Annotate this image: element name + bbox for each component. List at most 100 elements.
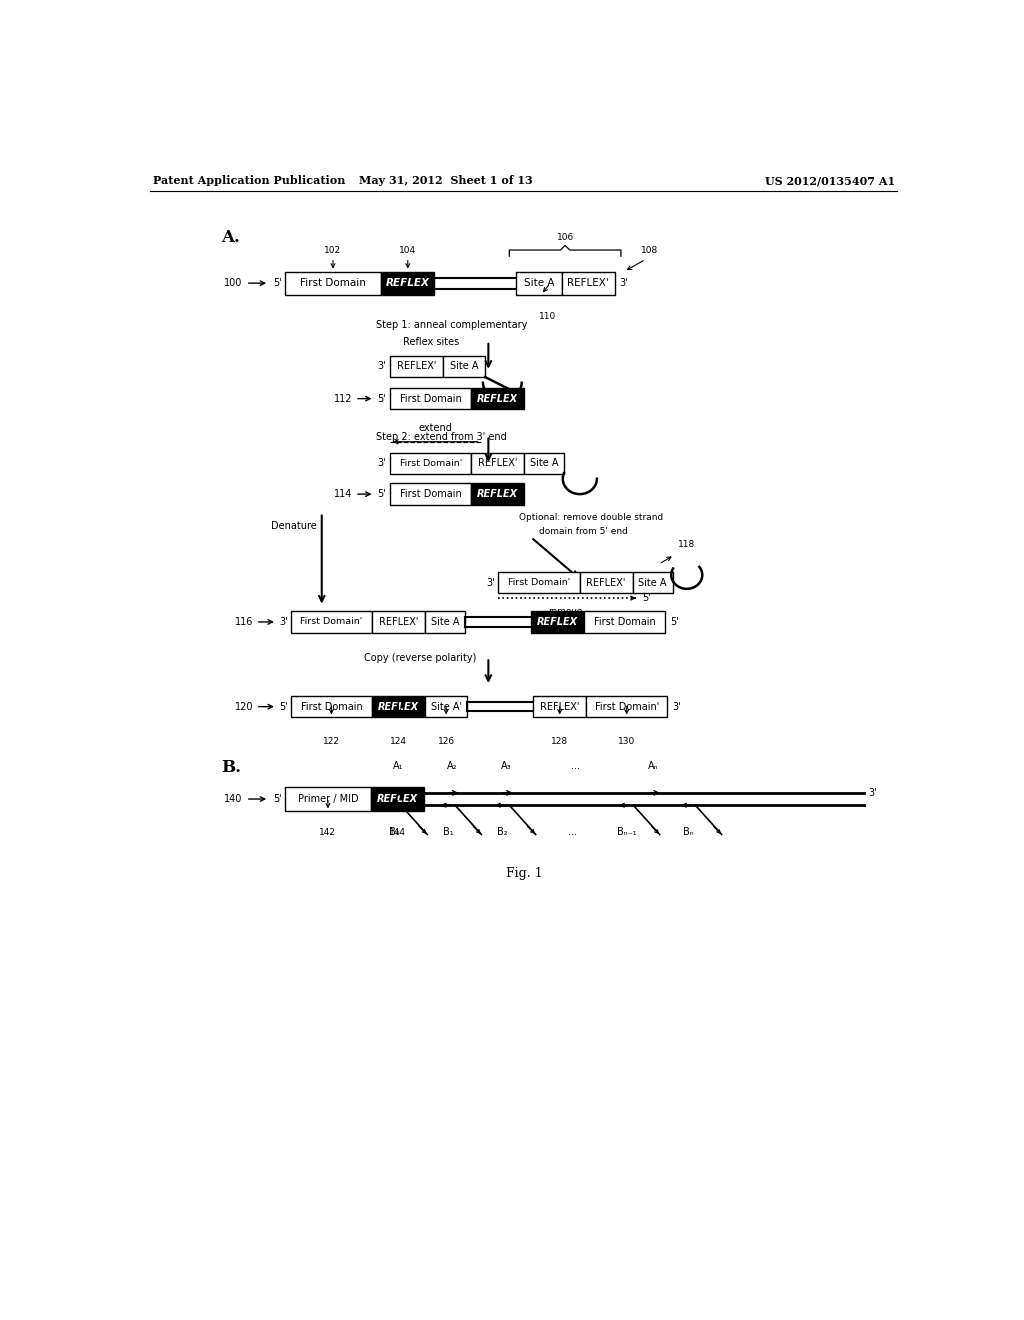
Text: REFLEX: REFLEX [386, 279, 430, 288]
Text: 3': 3' [620, 279, 628, 288]
Text: Step 1: anneal complementary: Step 1: anneal complementary [376, 321, 527, 330]
Text: REFLEX': REFLEX' [478, 458, 517, 469]
Text: ...: ... [567, 826, 577, 837]
Text: 3': 3' [378, 362, 386, 371]
Text: REFLEX: REFLEX [377, 795, 418, 804]
Text: First Domain: First Domain [300, 279, 366, 288]
Text: 5': 5' [378, 393, 386, 404]
FancyBboxPatch shape [372, 696, 425, 718]
Text: 112: 112 [334, 393, 352, 404]
Text: Site A: Site A [450, 362, 478, 371]
Text: domain from 5' end: domain from 5' end [539, 527, 628, 536]
Text: 140: 140 [224, 795, 243, 804]
FancyBboxPatch shape [515, 272, 562, 294]
Text: Step 2: extend from 3' end: Step 2: extend from 3' end [376, 432, 507, 442]
FancyBboxPatch shape [471, 388, 524, 409]
Text: ...: ... [571, 762, 581, 771]
FancyBboxPatch shape [442, 355, 485, 378]
Text: extend: extend [419, 422, 453, 433]
Text: B.: B. [221, 759, 241, 776]
FancyBboxPatch shape [390, 453, 471, 474]
Text: REFLEX': REFLEX' [567, 279, 609, 288]
Text: 102: 102 [325, 246, 342, 255]
Text: 110: 110 [540, 312, 557, 321]
FancyBboxPatch shape [425, 696, 467, 718]
FancyBboxPatch shape [580, 572, 633, 594]
Text: First Domain': First Domain' [300, 618, 362, 627]
Text: Site A': Site A' [431, 702, 462, 711]
Text: A₂: A₂ [446, 762, 457, 771]
FancyBboxPatch shape [390, 483, 471, 506]
Text: May 31, 2012  Sheet 1 of 13: May 31, 2012 Sheet 1 of 13 [358, 176, 532, 186]
Text: 3': 3' [280, 616, 288, 627]
FancyBboxPatch shape [531, 611, 584, 632]
Text: REFLEX': REFLEX' [396, 362, 436, 371]
Text: A₁: A₁ [392, 762, 403, 771]
Text: 106: 106 [556, 234, 573, 243]
Text: REFLEX: REFLEX [537, 616, 578, 627]
Text: Patent Application Publication: Patent Application Publication [153, 176, 345, 186]
Text: 120: 120 [236, 702, 254, 711]
Text: REFLEX': REFLEX' [587, 578, 626, 587]
Text: 3': 3' [672, 702, 681, 711]
Text: Bₙ: Bₙ [683, 826, 693, 837]
Text: REFLEX': REFLEX' [379, 616, 418, 627]
Text: First Domain: First Domain [399, 490, 462, 499]
Text: A.: A. [221, 230, 240, 247]
Text: 108: 108 [641, 246, 658, 255]
Text: Optional: remove double strand: Optional: remove double strand [519, 513, 664, 521]
Text: B₁: B₁ [442, 826, 454, 837]
FancyBboxPatch shape [471, 483, 524, 506]
Text: 5': 5' [280, 702, 288, 711]
Text: 116: 116 [236, 616, 254, 627]
Text: 114: 114 [335, 490, 352, 499]
Text: 5': 5' [273, 795, 282, 804]
FancyBboxPatch shape [372, 787, 424, 812]
Text: 118: 118 [678, 540, 695, 549]
Text: 3': 3' [868, 788, 877, 797]
Text: remove: remove [548, 607, 583, 616]
FancyBboxPatch shape [285, 787, 372, 812]
Text: First Domain': First Domain' [508, 578, 570, 587]
Text: First Domain': First Domain' [399, 459, 462, 467]
FancyBboxPatch shape [372, 611, 425, 632]
FancyBboxPatch shape [291, 611, 372, 632]
FancyBboxPatch shape [425, 611, 465, 632]
FancyBboxPatch shape [499, 572, 580, 594]
FancyBboxPatch shape [562, 272, 614, 294]
Text: B₂: B₂ [497, 826, 508, 837]
FancyBboxPatch shape [633, 572, 673, 594]
Text: 5': 5' [273, 279, 282, 288]
Text: 124: 124 [390, 738, 407, 746]
Text: US 2012/0135407 A1: US 2012/0135407 A1 [765, 176, 895, 186]
Text: REFLEX: REFLEX [378, 702, 419, 711]
Text: 3': 3' [486, 578, 495, 587]
FancyBboxPatch shape [381, 272, 434, 294]
FancyBboxPatch shape [291, 696, 372, 718]
FancyBboxPatch shape [390, 388, 471, 409]
Text: REFLEX': REFLEX' [540, 702, 580, 711]
Text: Copy (reverse polarity): Copy (reverse polarity) [365, 653, 477, 663]
Text: Bₙ₋₁: Bₙ₋₁ [616, 826, 636, 837]
Text: 5': 5' [670, 616, 679, 627]
Text: Aₙ: Aₙ [648, 762, 658, 771]
Text: REFLEX: REFLEX [477, 490, 518, 499]
Text: 5': 5' [642, 593, 650, 603]
Text: 144: 144 [389, 829, 407, 837]
Text: Site A: Site A [638, 578, 667, 587]
Text: Site A: Site A [523, 279, 554, 288]
FancyBboxPatch shape [586, 696, 668, 718]
Text: 130: 130 [618, 738, 635, 746]
Text: Denature: Denature [271, 521, 317, 532]
Text: REFLEX: REFLEX [477, 393, 518, 404]
Text: 142: 142 [319, 829, 337, 837]
Text: Reflex sites: Reflex sites [403, 337, 460, 347]
FancyBboxPatch shape [524, 453, 564, 474]
Text: 5': 5' [378, 490, 386, 499]
Text: 126: 126 [437, 738, 455, 746]
FancyBboxPatch shape [584, 611, 665, 632]
FancyBboxPatch shape [390, 355, 442, 378]
Text: B₀: B₀ [388, 826, 399, 837]
Text: Fig. 1: Fig. 1 [507, 867, 543, 880]
FancyBboxPatch shape [534, 696, 586, 718]
